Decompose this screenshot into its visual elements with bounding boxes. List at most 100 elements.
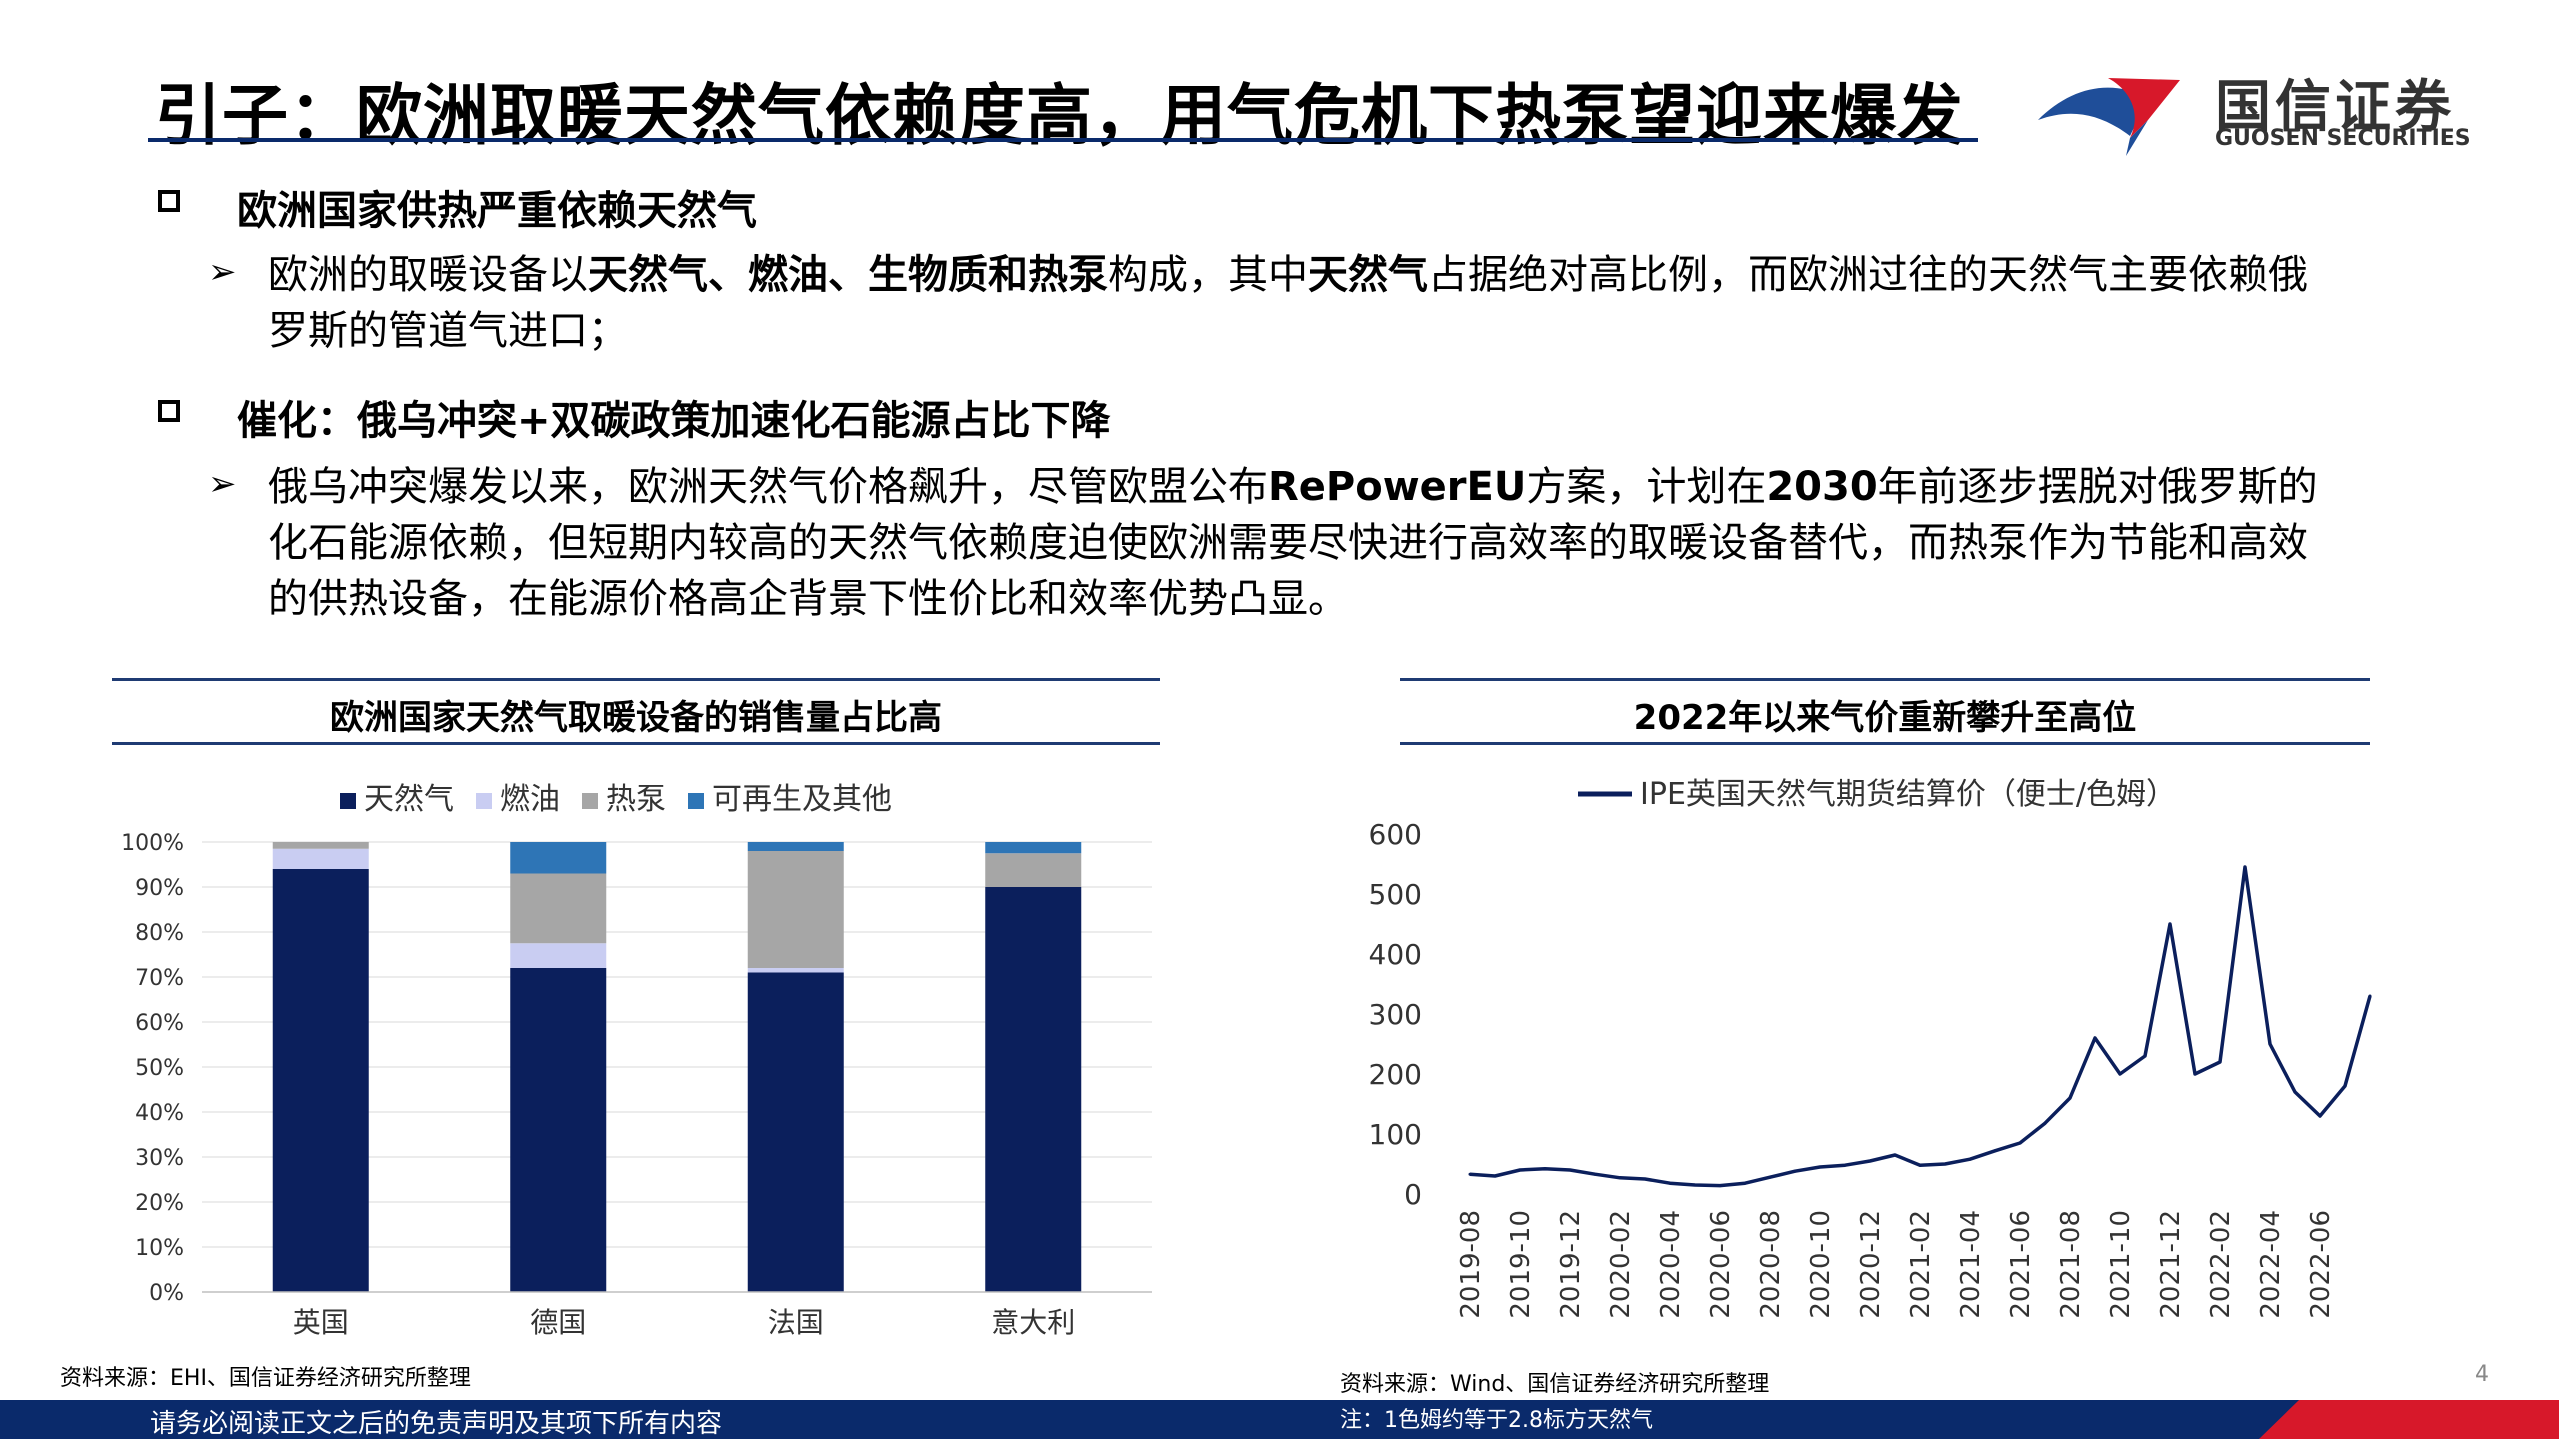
paragraph-segment: 方案，计划在	[1526, 464, 1767, 510]
paragraph-segment: 欧洲的取暖设备以	[268, 252, 588, 298]
x-tick-label: 意大利	[991, 1306, 1075, 1339]
y-tick-label: 0	[1404, 1178, 1422, 1211]
section1-paragraph: 欧洲的取暖设备以天然气、燃油、生物质和热泵构成，其中天然气占据绝对高比例，而欧洲…	[268, 247, 2338, 359]
data-point	[2293, 1090, 2297, 1094]
data-point	[1793, 1169, 1797, 1173]
bar-segment	[985, 887, 1082, 1292]
bar-segment	[272, 869, 369, 1292]
legend-swatch	[476, 793, 492, 809]
paragraph-segment: 俄乌冲突爆发以来，欧洲天然气价格飙升，尽管欧盟公布	[268, 464, 1268, 510]
left-chart-title: 欧洲国家天然气取暖设备的销售量占比高	[330, 698, 942, 738]
x-tick-label: 2022-04	[2256, 1210, 2286, 1319]
legend-label: 可再生及其他	[712, 782, 892, 817]
bar-segment	[510, 873, 607, 944]
x-tick-label: 2020-02	[1606, 1210, 1636, 1319]
bar-segment	[747, 842, 844, 851]
footer-accent-icon	[2259, 1400, 2559, 1439]
x-tick-label: 2021-02	[1906, 1210, 1936, 1319]
y-tick-label: 600	[1369, 818, 1422, 851]
x-tick-label: 2019-10	[1506, 1210, 1536, 1319]
title-underline	[148, 138, 1978, 142]
x-tick-label: 德国	[530, 1306, 586, 1339]
legend-swatch	[582, 793, 598, 809]
y-tick-label: 40%	[135, 1101, 184, 1126]
y-tick-label: 10%	[135, 1236, 184, 1261]
left-panel-top-rule	[112, 678, 1160, 681]
data-point	[1868, 1159, 1872, 1163]
x-tick-label: 2020-08	[1756, 1210, 1786, 1319]
arrow-bullet-icon: ➢	[208, 252, 237, 292]
right-panel-bottom-rule	[1400, 742, 2370, 745]
bar-segment	[510, 968, 607, 1292]
y-tick-label: 80%	[135, 921, 184, 946]
paragraph-segment: 天然气	[1308, 252, 1428, 298]
bar-segment	[510, 943, 607, 968]
y-tick-label: 60%	[135, 1011, 184, 1036]
footer-bar	[0, 1400, 2559, 1439]
data-point	[1818, 1165, 1822, 1169]
bar-segment	[272, 842, 369, 849]
x-tick-label: 2021-10	[2106, 1210, 2136, 1319]
data-point	[1768, 1175, 1772, 1179]
x-tick-label: 2020-12	[1856, 1210, 1886, 1319]
data-point	[2218, 1060, 2222, 1064]
data-point	[2368, 994, 2372, 998]
y-tick-label: 20%	[135, 1191, 184, 1216]
legend-label: 天然气	[364, 782, 454, 817]
data-point	[1668, 1181, 1672, 1185]
data-point	[1543, 1167, 1547, 1171]
x-tick-label: 2020-10	[1806, 1210, 1836, 1319]
paragraph-segment: 占据绝对高比例，而欧洲过往的天然气主要依赖俄罗斯的管道气进口；	[268, 252, 2308, 354]
stacked-bar-chart: 天然气 燃油 热泵 可再生及其他 0% 10% 20% 30% 40% 50% 60% 70% 80% 9…	[121, 782, 1152, 1339]
x-tick-label: 2022-02	[2206, 1210, 2236, 1319]
data-point	[1618, 1176, 1622, 1180]
x-tick-label: 英国	[293, 1306, 349, 1339]
paragraph-segment: 2030	[1766, 464, 1878, 510]
data-point	[2268, 1042, 2272, 1046]
x-tick-label: 2022-06	[2306, 1210, 2336, 1319]
legend-label: IPE英国天然气期货结算价（便士/色姆）	[1640, 777, 2176, 812]
bar-segment	[747, 851, 844, 968]
section1-heading: 欧洲国家供热严重依赖天然气	[237, 188, 757, 234]
bar-segment	[747, 968, 844, 973]
x-tick-label: 2021-06	[2006, 1210, 2036, 1319]
data-point	[2068, 1096, 2072, 1100]
data-point	[1893, 1153, 1897, 1157]
data-point	[1643, 1177, 1647, 1181]
data-point	[1743, 1181, 1747, 1185]
y-tick-label: 30%	[135, 1146, 184, 1171]
y-tick-label: 90%	[135, 876, 184, 901]
paragraph-segment: 构成，其中	[1108, 252, 1308, 298]
bar-segment	[272, 848, 369, 869]
logo-mark-icon	[2038, 78, 2180, 156]
y-tick-label: 300	[1369, 998, 1422, 1031]
data-point	[1918, 1163, 1922, 1167]
series-line	[1469, 865, 2372, 1188]
y-tick-label: 70%	[135, 966, 184, 991]
data-point	[1718, 1184, 1722, 1188]
section2-paragraph: 俄乌冲突爆发以来，欧洲天然气价格飙升，尽管欧盟公布RePowerEU方案，计划在…	[268, 459, 2338, 627]
x-tick-label: 2019-08	[1456, 1210, 1486, 1319]
right-footnote: 注：1色姆约等于2.8标方天然气	[1340, 1408, 1653, 1433]
legend-label: 热泵	[606, 782, 666, 817]
square-bullet-icon	[158, 190, 180, 212]
line-chart: IPE英国天然气期货结算价（便士/色姆） 0 100 200 300 400 500 600 2…	[1369, 777, 2372, 1319]
data-point	[1968, 1157, 1972, 1161]
x-tick-label: 2021-04	[1956, 1210, 1986, 1319]
left-source-note: 资料来源：EHI、国信证券经济研究所整理	[60, 1366, 471, 1391]
company-logo: 国信证券 GUOSEN SECURITIES	[2030, 58, 2490, 158]
data-point	[2193, 1072, 2197, 1076]
data-point	[2318, 1114, 2322, 1118]
y-tick-label: 200	[1369, 1058, 1422, 1091]
y-tick-label: 50%	[135, 1056, 184, 1081]
y-tick-label: 100%	[121, 831, 184, 856]
bar-segment	[985, 853, 1082, 887]
paragraph-segment: 天然气、燃油、生物质和热泵	[588, 252, 1108, 298]
data-point	[1693, 1183, 1697, 1187]
data-point	[2018, 1141, 2022, 1145]
bar-segment	[747, 972, 844, 1292]
data-point	[2143, 1054, 2147, 1058]
x-tick-label: 2021-12	[2156, 1210, 2186, 1319]
data-point	[1593, 1172, 1597, 1176]
data-point	[1493, 1174, 1497, 1178]
